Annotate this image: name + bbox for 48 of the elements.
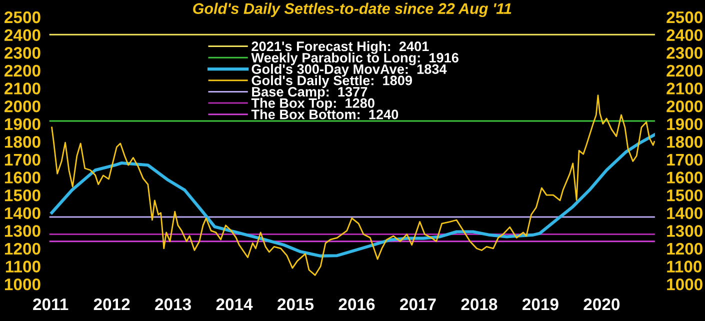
y-tick-label: 1200 <box>4 242 40 255</box>
y-tick-label: 1300 <box>4 225 40 237</box>
x-tick-label: 2012 <box>94 298 130 310</box>
x-tick-label: 2014 <box>216 298 253 310</box>
x-tick-label: 2013 <box>155 298 191 310</box>
y-tick-label: 2000 <box>4 100 40 112</box>
y2-tick-label: 1600 <box>667 172 702 184</box>
y-tick-label: 2300 <box>4 47 40 59</box>
y2-tick-label: 2300 <box>666 47 702 59</box>
y-tick-label: 1000 <box>4 278 40 290</box>
legend-label: 2021's Forecast High: 2401 <box>252 41 429 54</box>
y-tick-label: 2200 <box>4 64 40 77</box>
y2-tick-label: 1400 <box>667 207 702 220</box>
x-tick-label: 2016 <box>338 298 375 310</box>
y2-tick-label: 2000 <box>666 100 702 112</box>
y2-tick-label: 1700 <box>667 154 702 166</box>
y2-tick-label: 2500 <box>666 11 702 24</box>
y2-tick-label: 1900 <box>667 118 702 130</box>
x-tick-label: 2018 <box>461 298 498 310</box>
chart-title: Gold's Daily Settles-to-date since 22 Aug '11 <box>193 2 512 18</box>
y2-tick-label: 1000 <box>667 278 702 290</box>
y-tick-label: 2400 <box>4 29 40 42</box>
y-tick-label: 2100 <box>4 82 40 94</box>
x-tick-label: 2017 <box>400 298 436 310</box>
legend-label: Weekly Parabolic to Long: 1916 <box>251 52 458 66</box>
x-tick-label: 2015 <box>278 298 314 310</box>
y2-tick-label: 2100 <box>666 82 702 94</box>
legend-label: Gold's Daily Settle: 1809 <box>252 75 412 88</box>
y2-tick-label: 2200 <box>666 64 702 77</box>
y2-tick-label: 1200 <box>667 242 702 255</box>
legend-label: The Box Bottom: 1240 <box>251 109 398 120</box>
y-tick-label: 1800 <box>4 136 40 148</box>
x-tick-label: 2019 <box>522 298 558 310</box>
y-tick-label: 1900 <box>4 118 40 130</box>
line-series <box>50 133 655 258</box>
y-tick-label: 1500 <box>4 189 40 202</box>
y2-tick-label: 1500 <box>667 189 702 202</box>
y-tick-label: 1400 <box>4 207 40 220</box>
y2-tick-label: 2400 <box>666 29 702 42</box>
y-tick-label: 2500 <box>4 11 40 24</box>
x-tick-label: 2020 <box>584 298 620 310</box>
y-tick-label: 1600 <box>4 172 40 184</box>
y2-tick-label: 1800 <box>667 136 702 148</box>
y-tick-label: 1700 <box>4 154 40 166</box>
x-tick-label: 2011 <box>33 298 68 310</box>
y2-tick-label: 1300 <box>667 225 702 237</box>
y-tick-label: 1100 <box>6 260 40 272</box>
y2-tick-label: 1100 <box>667 260 702 272</box>
